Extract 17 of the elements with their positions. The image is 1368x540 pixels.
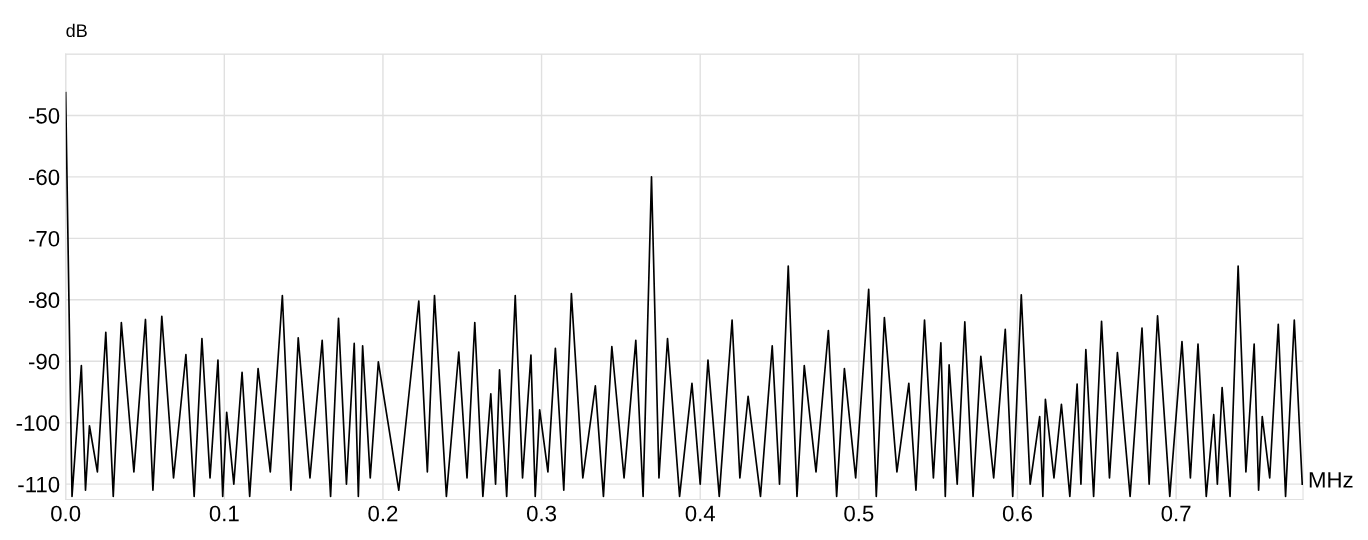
y-tick-label: -60 — [28, 169, 60, 186]
y-tick-label: -50 — [28, 107, 60, 124]
x-tick-label: 0.0 — [51, 505, 81, 522]
x-tick-label: 0.2 — [368, 505, 398, 522]
x-tick-label: 0.7 — [1161, 505, 1191, 522]
y-axis-title: dB — [66, 23, 87, 38]
y-tick-label: -80 — [28, 292, 60, 309]
x-axis-title: MHz — [1309, 472, 1353, 488]
x-tick-label: 0.5 — [844, 505, 874, 522]
y-tick-label: -90 — [28, 353, 60, 370]
y-tick-label: -70 — [28, 230, 60, 247]
y-tick-label: -110 — [18, 476, 60, 493]
x-tick-label: 0.3 — [526, 505, 557, 522]
x-tick-label: 0.6 — [1002, 505, 1032, 522]
x-tick-label: 0.4 — [685, 505, 715, 522]
y-tick-label: -100 — [16, 415, 60, 431]
x-tick-label: 0.1 — [209, 505, 239, 522]
